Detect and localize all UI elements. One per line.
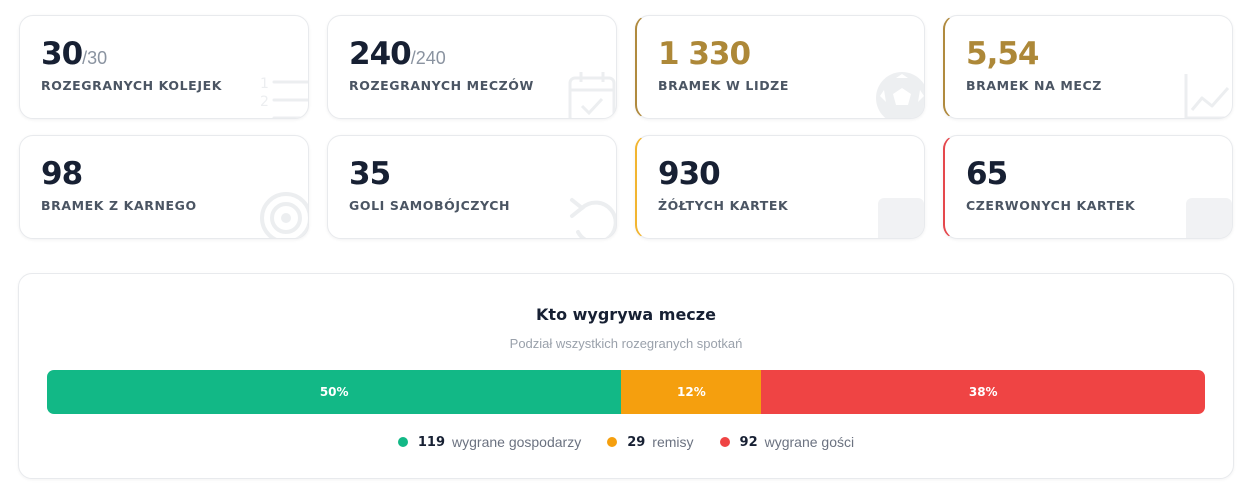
legend-dot [607,437,618,447]
stat-label: ROZEGRANYCH KOLEJEK [41,78,222,93]
stat-value: 930 [658,156,721,192]
stat-card-goals: 1 330 BRAMEK W LIDZE [635,15,925,119]
legend-dot [397,437,408,447]
calendar-check-icon [568,72,616,118]
svg-text:1: 1 [260,76,269,92]
stat-label: ŻÓŁTYCH KARTEK [658,198,789,213]
red-card-icon [1186,198,1232,238]
panel-title: Kto wygrywa mecze [536,305,716,324]
svg-text:2: 2 [260,94,269,110]
stat-label: BRAMEK NA MECZ [966,78,1102,93]
stat-value: 30/30 [41,36,108,72]
stat-card-matches: 240/240 ROZEGRANYCH MECZÓW [327,15,617,119]
legend-label: remisy [652,434,694,450]
away-wins-segment: 38% [761,370,1205,414]
stat-value: 5,54 [966,36,1039,72]
legend-count: 29 [627,434,646,450]
home-wins-segment: 50% [47,370,622,414]
target-icon [260,192,308,238]
stat-value: 35 [349,156,391,192]
yellow-card-icon [878,198,924,238]
legend-label: wygrane gospodarzy [452,434,582,450]
stat-card-red-cards: 65 CZERWONYCH KARTEK [943,135,1233,239]
results-legend: 119 wygrane gospodarzy 29 remisy 92 wygr… [19,434,1233,450]
stat-value: 1 330 [658,36,751,72]
stat-value: 240/240 [349,36,446,72]
legend-item-home: 119 wygrane gospodarzy [397,434,582,450]
legend-dot [719,437,730,447]
stat-label: CZERWONYCH KARTEK [966,198,1136,213]
soccer-ball-icon [876,72,924,118]
results-distribution-bar: 50% 12% 38% [47,370,1205,414]
trend-chart-icon [1184,74,1232,118]
stat-value: 65 [966,156,1008,192]
draws-segment: 12% [621,370,762,414]
stat-label: ROZEGRANYCH MECZÓW [349,78,534,93]
stat-card-rounds: 30/30 ROZEGRANYCH KOLEJEK 1 2 [19,15,309,119]
legend-item-away: 92 wygrane gości [719,434,855,450]
list-icon: 1 2 [260,76,308,118]
stat-value: 98 [41,156,83,192]
stat-card-penalties: 98 BRAMEK Z KARNEGO [19,135,309,239]
stat-card-yellow-cards: 930 ŻÓŁTYCH KARTEK [635,135,925,239]
stat-label: GOLI SAMOBÓJCZYCH [349,198,511,213]
stat-label: BRAMEK Z KARNEGO [41,198,197,213]
legend-count: 119 [417,434,446,450]
legend-count: 92 [739,434,758,450]
legend-item-draw: 29 remisy [607,434,694,450]
stat-total: /240 [410,48,446,68]
match-results-panel: Kto wygrywa mecze Podział wszystkich roz… [18,273,1234,479]
panel-subtitle: Podział wszystkich rozegranych spotkań [509,336,743,351]
legend-label: wygrane gości [764,434,855,450]
undo-arrow-icon [570,198,616,238]
stat-card-own-goals: 35 GOLI SAMOBÓJCZYCH [327,135,617,239]
stat-card-goals-per-match: 5,54 BRAMEK NA MECZ [943,15,1233,119]
stat-total: /30 [82,48,108,68]
stat-label: BRAMEK W LIDZE [658,78,789,93]
